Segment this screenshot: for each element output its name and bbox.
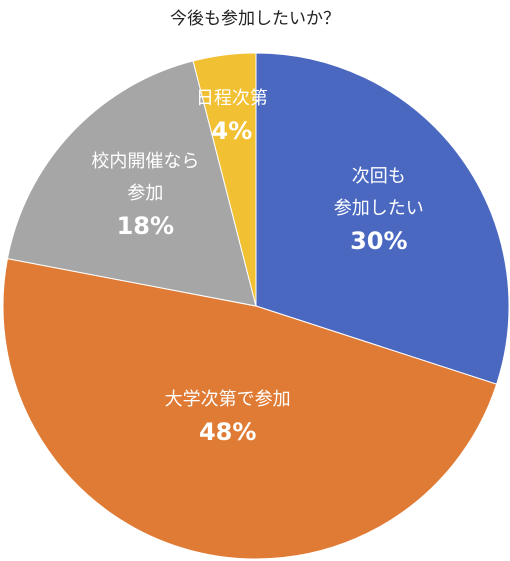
value-label: 4% — [211, 117, 253, 146]
chart-title: 今後も参加したいか？ — [170, 9, 340, 29]
slice-label: 日程次第 — [195, 88, 268, 110]
pie-slice — [192, 52, 257, 307]
slice-label: 大学次第で参加 — [164, 389, 291, 411]
value-label: 48% — [198, 418, 257, 447]
value-label: 18% — [116, 212, 175, 241]
slice-label: 校内開催なら 参加 — [91, 151, 200, 205]
value-label: 30% — [350, 226, 408, 255]
slice-label: 次回も 参加したい — [333, 165, 424, 219]
pie-slice — [6, 60, 257, 307]
pie-slice — [2, 258, 498, 560]
pie-slice — [255, 52, 510, 385]
